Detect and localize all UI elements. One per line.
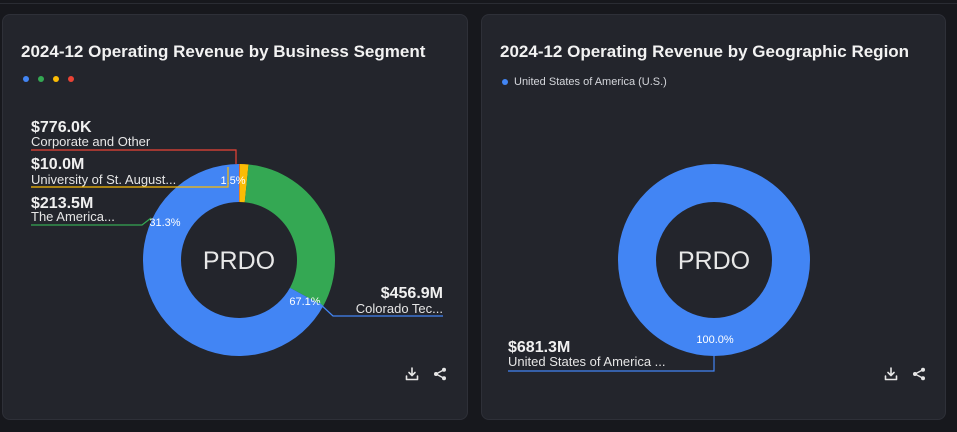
download-icon[interactable]	[405, 367, 419, 381]
legend-color-dot	[23, 76, 29, 82]
legend-color-dot	[502, 79, 508, 85]
download-icon[interactable]	[884, 367, 898, 381]
region-chart-title: 2024-12 Operating Revenue by Geographic …	[500, 42, 910, 61]
legend-color-dot	[53, 76, 59, 82]
legend-item[interactable]: United States of America (U.S.)	[502, 76, 667, 88]
slice-name-label: Corporate and Other	[31, 134, 151, 149]
legend-item[interactable]	[23, 76, 29, 82]
region-chart-legend: United States of America (U.S.)	[502, 76, 667, 88]
share-icon[interactable]	[912, 367, 926, 381]
segment-chart-legend	[23, 76, 74, 82]
donut-center-label: PRDO	[678, 247, 750, 275]
legend-label: United States of America (U.S.)	[514, 76, 667, 88]
callout-leader-line	[508, 354, 715, 372]
slice-name-label: United States of America ...	[508, 354, 666, 369]
callout-leader-line	[31, 167, 229, 188]
legend-item[interactable]	[53, 76, 59, 82]
slice-name-label: Colorado Tec...	[356, 301, 443, 316]
legend-color-dot	[68, 76, 74, 82]
legend-item[interactable]	[68, 76, 74, 82]
slice-value-label: $10.0M	[31, 156, 84, 173]
slice-name-label: University of St. August...	[31, 172, 176, 187]
legend-item[interactable]	[38, 76, 44, 82]
slice-value-label: $213.5M	[31, 195, 93, 212]
callout-leader-line	[318, 302, 443, 317]
slice-percent-label: 100.0%	[696, 334, 734, 346]
donut-center-label: PRDO	[203, 247, 275, 275]
slice-name-label: The America...	[31, 209, 115, 224]
legend-color-dot	[38, 76, 44, 82]
slice-percent-label: 67.1%	[289, 296, 320, 308]
slice-value-label: $776.0K	[31, 119, 92, 136]
slice-value-label: $456.9M	[381, 285, 443, 302]
pie-slice[interactable]	[239, 164, 240, 203]
region-revenue-card: 2024-12 Operating Revenue by Geographic …	[481, 14, 946, 420]
slice-value-label: $681.3M	[508, 339, 570, 356]
callout-leader-line	[31, 217, 152, 226]
pie-slice[interactable]	[618, 164, 810, 356]
pie-slice[interactable]	[244, 164, 335, 306]
pie-slice[interactable]	[143, 164, 324, 356]
share-icon[interactable]	[433, 367, 447, 381]
segment-chart-title: 2024-12 Operating Revenue by Business Se…	[21, 42, 426, 61]
callout-leader-line	[31, 149, 237, 164]
pie-slice[interactable]	[239, 164, 249, 203]
segment-revenue-card: 2024-12 Operating Revenue by Business Se…	[2, 14, 468, 420]
slice-percent-label: 1.5%	[220, 175, 245, 187]
top-divider	[0, 0, 957, 4]
slice-percent-label: 31.3%	[149, 217, 180, 229]
